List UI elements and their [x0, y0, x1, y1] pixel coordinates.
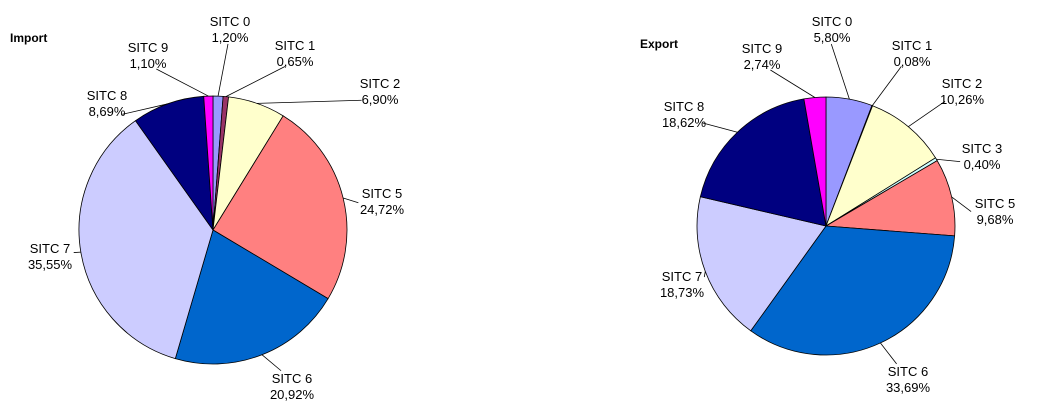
pie-slice: [825, 105, 937, 227]
slice-value: 18,62%: [662, 115, 707, 130]
slice-value: 1,20%: [212, 30, 249, 45]
leader-line: [770, 69, 816, 98]
leader-line: [936, 158, 961, 163]
slice-value: 33,69%: [886, 380, 931, 395]
slice-name: SITC 8: [664, 99, 704, 114]
pie-slice: [78, 120, 214, 360]
slice-name: SITC 6: [888, 364, 928, 379]
leader-line: [830, 43, 850, 100]
slice-name: SITC 0: [210, 14, 250, 29]
slice-name: SITC 7: [662, 269, 702, 284]
pie-slice: [212, 115, 348, 300]
slice-value: 18,73%: [660, 285, 705, 300]
pie-slice: [696, 196, 827, 332]
pie-slice: [174, 229, 329, 365]
leader-line: [871, 66, 902, 106]
slice-name: SITC 9: [742, 41, 782, 56]
chart-title: Export: [640, 37, 678, 51]
slice-value: 20,92%: [270, 387, 315, 401]
slice-value: 6,90%: [362, 92, 399, 107]
pie-slice: [803, 96, 827, 227]
leader-line: [343, 197, 359, 204]
slice-name: SITC 9: [128, 40, 168, 55]
slice-name: SITC 2: [360, 76, 400, 91]
slice-value: 9,68%: [977, 212, 1014, 227]
pie-slice: [203, 95, 214, 231]
slice-value: 1,10%: [130, 56, 167, 71]
slice-name: SITC 7: [30, 241, 70, 256]
slice-value: 10,26%: [940, 92, 985, 107]
pie-slice: [750, 225, 956, 356]
leader-line: [225, 66, 286, 97]
leader-line: [217, 43, 229, 97]
slice-name: SITC 3: [962, 141, 1002, 156]
slice-value: 0,40%: [964, 157, 1001, 172]
slice-name: SITC 5: [975, 196, 1015, 211]
slice-name: SITC 1: [892, 38, 932, 53]
slice-value: 35,55%: [28, 257, 73, 272]
leader-line: [122, 103, 169, 115]
slice-value: 2,74%: [744, 57, 781, 72]
leader-line: [908, 100, 946, 127]
slice-value: 0,08%: [894, 54, 931, 69]
slice-name: SITC 0: [812, 14, 852, 29]
leader-line: [156, 68, 209, 97]
slice-value: 24,72%: [360, 202, 405, 217]
chart-title: Import: [10, 31, 47, 45]
leader-line: [951, 196, 972, 212]
leader-line: [256, 99, 362, 104]
leader-line: [880, 342, 897, 365]
pie-slice: [824, 160, 956, 237]
slice-name: SITC 2: [942, 76, 982, 91]
leader-line: [702, 122, 738, 133]
leader-line: [261, 354, 282, 372]
slice-name: SITC 6: [272, 371, 312, 386]
slice-value: 8,69%: [89, 104, 126, 119]
slice-name: SITC 5: [362, 186, 402, 201]
slice-name: SITC 8: [87, 88, 127, 103]
slice-value: 5,80%: [814, 30, 851, 45]
slice-value: 0,65%: [277, 54, 314, 69]
slice-name: SITC 1: [275, 38, 315, 53]
leader-line: [703, 271, 706, 278]
